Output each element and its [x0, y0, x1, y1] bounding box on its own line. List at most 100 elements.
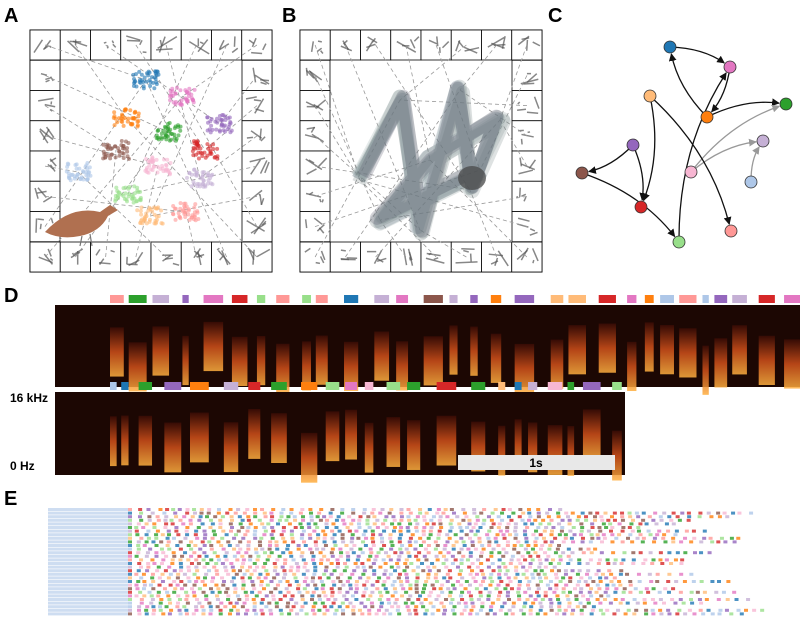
syllable-tick: [330, 594, 335, 598]
syllable-tick: [418, 594, 423, 598]
thumbnail-stroke: [260, 198, 265, 206]
cluster-point: [74, 162, 79, 167]
syllable-tick: [680, 558, 685, 562]
cluster-point: [194, 173, 199, 178]
syllable-tick: [366, 598, 371, 601]
syllable: [344, 341, 359, 392]
syllable-tick: [725, 598, 730, 601]
cluster-point: [229, 128, 234, 133]
syllable-tick: [250, 580, 255, 583]
cluster-point: [136, 118, 141, 123]
syllable-tick: [530, 522, 535, 526]
syllable-tick: [322, 540, 327, 544]
cluster-point: [133, 191, 138, 196]
onset-strip: [48, 515, 128, 519]
syllable-tick: [558, 580, 563, 583]
syllable-tick: [716, 540, 721, 544]
syllable-tick: [496, 544, 501, 547]
onset-strip: [48, 526, 128, 529]
thumbnail-stroke: [156, 48, 173, 51]
syllable-tick: [273, 565, 278, 569]
syllable-tick: [486, 536, 491, 540]
syllable-tick: [149, 594, 154, 598]
cluster-point: [112, 123, 117, 128]
syllable-tick: [167, 598, 172, 601]
syllable-tick: [167, 533, 172, 537]
syllable-tick: [513, 529, 518, 533]
syllable-tick: [552, 590, 557, 594]
syllable-tick: [523, 558, 528, 562]
syllable-tick: [586, 601, 591, 605]
syllable-tick: [498, 608, 503, 612]
syllable-tick: [183, 551, 188, 555]
syllable-tick: [205, 515, 210, 519]
syllable-tick: [436, 536, 441, 540]
cluster-point: [159, 136, 164, 141]
cluster-point: [165, 121, 170, 126]
syllable-tick: [172, 554, 177, 558]
syllable-tick: [281, 526, 286, 529]
syllable-tick: [330, 554, 335, 558]
cluster-point: [152, 75, 157, 80]
syllable-tick: [563, 608, 568, 612]
syllable-tick: [334, 608, 339, 612]
syllable-tick: [260, 612, 265, 616]
syllable-tick: [309, 518, 314, 522]
syllable-tick: [630, 529, 635, 533]
syllable-tick: [180, 554, 185, 558]
syllable-tick: [128, 565, 132, 569]
syllable-tick: [279, 511, 284, 515]
syllable-tick: [190, 587, 195, 591]
syllable-tick: [534, 536, 539, 540]
syllable-tick: [330, 547, 335, 551]
syllable-tick: [487, 529, 492, 533]
syllable-tick: [450, 598, 455, 601]
cluster-point: [206, 120, 211, 125]
syllable-tick: [635, 536, 640, 540]
guide-line: [379, 219, 407, 258]
syllable-tick: [311, 605, 316, 609]
syllable-tick: [479, 562, 484, 565]
syllable-tick: [301, 572, 306, 576]
state-node: [684, 165, 698, 179]
syllable-tick: [220, 536, 225, 540]
syllable-tick: [350, 533, 355, 537]
cluster-point: [109, 146, 114, 151]
syllable-tick: [533, 551, 538, 555]
thumbnail-stroke: [260, 136, 266, 142]
syllable-tick: [585, 583, 590, 587]
syllable-label: [128, 295, 147, 303]
cluster-point: [194, 152, 199, 157]
syllable-tick: [175, 544, 180, 547]
syllable-tick: [214, 569, 219, 573]
syllable-tick: [408, 594, 413, 598]
syllable: [276, 343, 290, 393]
syllable-tick: [557, 544, 562, 547]
syllable-tick: [137, 612, 142, 616]
syllable-tick: [202, 529, 207, 533]
syllable-tick: [156, 594, 161, 598]
syllable-tick: [246, 540, 251, 544]
state-node: [779, 97, 793, 111]
syllable-tick: [363, 605, 368, 609]
syllable-tick: [228, 522, 233, 526]
cluster-point: [227, 115, 232, 120]
syllable-tick: [190, 515, 195, 519]
syllable-tick: [308, 508, 313, 511]
syllable-tick: [550, 529, 555, 533]
syllable-tick: [478, 583, 483, 587]
syllable-tick: [544, 576, 549, 580]
syllable-tick: [370, 605, 375, 609]
syllable-tick: [389, 508, 394, 511]
syllable-tick: [536, 572, 541, 576]
syllable-tick: [158, 608, 163, 612]
thumbnail-stroke: [95, 248, 101, 256]
syllable-tick: [661, 536, 666, 540]
syllable-tick: [601, 522, 606, 526]
syllable-label: [182, 295, 189, 303]
thumbnail-stroke: [367, 36, 378, 44]
syllable-tick: [348, 587, 353, 591]
syllable-tick: [608, 601, 613, 605]
syllable-tick: [683, 551, 688, 555]
syllable-tick: [208, 605, 213, 609]
